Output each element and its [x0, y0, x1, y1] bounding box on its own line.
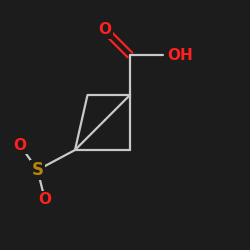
Text: OH: OH — [168, 48, 193, 62]
Text: O: O — [38, 192, 52, 208]
Text: S: S — [32, 161, 44, 179]
Text: O: O — [98, 22, 112, 38]
Text: O: O — [14, 138, 26, 152]
